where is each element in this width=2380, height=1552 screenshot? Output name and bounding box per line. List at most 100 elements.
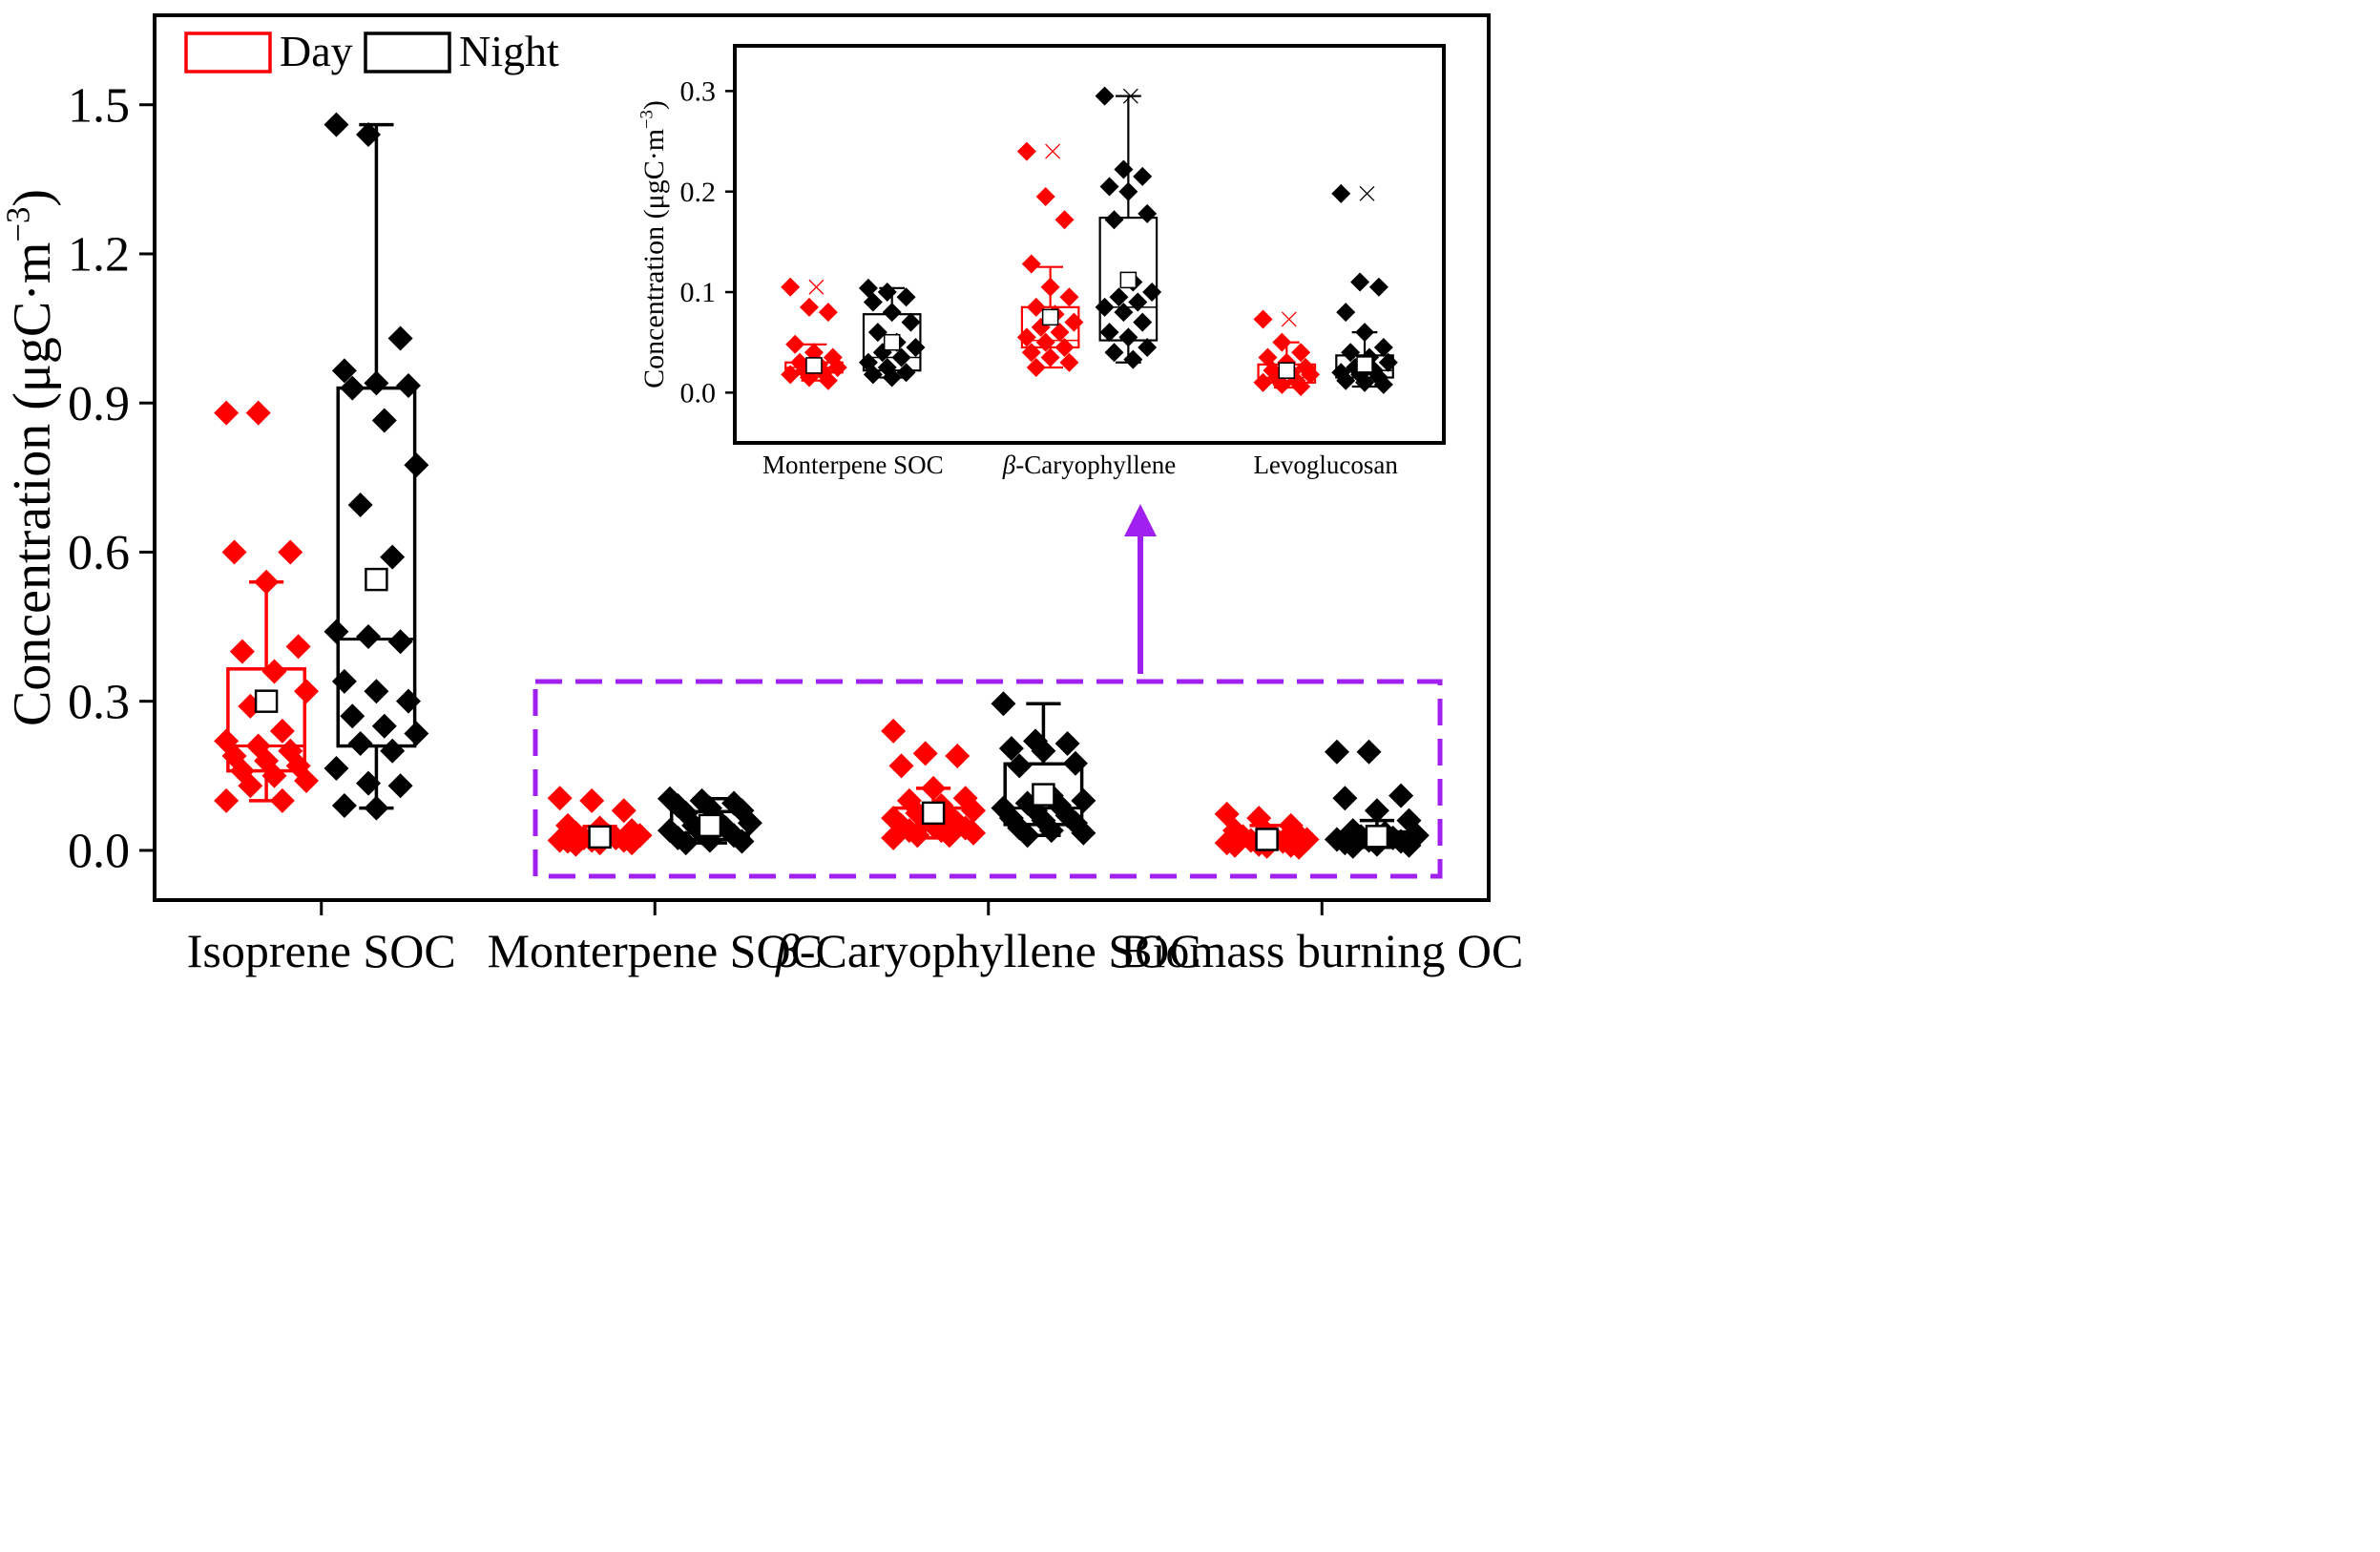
box-mean xyxy=(1365,825,1389,849)
data-point xyxy=(1378,352,1398,372)
data-point xyxy=(1324,739,1349,765)
main-box-night xyxy=(324,112,429,821)
data-point xyxy=(1272,332,1292,352)
data-point xyxy=(380,544,406,570)
inset-box-day xyxy=(781,277,847,390)
data-point xyxy=(364,370,389,396)
main-ytick-label: 1.2 xyxy=(68,228,130,283)
data-point xyxy=(936,823,962,849)
data-point xyxy=(781,365,801,385)
main-category-label: Isoprene SOC xyxy=(187,924,456,977)
inset-frame xyxy=(733,44,1446,445)
data-point xyxy=(1396,832,1422,858)
box-mean xyxy=(1278,362,1296,379)
data-point xyxy=(380,738,406,764)
data-point xyxy=(1114,159,1134,179)
legend-swatch-night xyxy=(364,31,451,73)
main-category-label-text: Isoprene SOC xyxy=(187,924,456,977)
data-point xyxy=(1104,343,1124,363)
max-marker-b xyxy=(1359,185,1375,201)
data-point xyxy=(961,798,987,824)
main-box-night xyxy=(991,691,1096,849)
main-box-night xyxy=(1324,739,1430,859)
highlight-box xyxy=(532,679,1443,879)
max-marker-b xyxy=(1122,88,1138,104)
box-mean xyxy=(921,801,946,826)
data-point xyxy=(1253,309,1273,329)
data-point xyxy=(364,679,389,704)
data-point xyxy=(1222,832,1248,858)
highlight-region xyxy=(532,504,1443,879)
main-ytick-label: 0.3 xyxy=(68,675,130,729)
data-point xyxy=(1026,358,1046,378)
inset-category-label-text: -Caryophyllene xyxy=(1015,451,1176,479)
main-box-day xyxy=(1214,801,1320,860)
data-point xyxy=(269,718,295,744)
data-point xyxy=(1109,287,1129,307)
inset-box-night xyxy=(1095,86,1162,369)
inset-category-label-italic: β xyxy=(1002,451,1016,479)
data-point xyxy=(261,659,287,684)
data-point xyxy=(1099,177,1119,197)
box-mean xyxy=(805,357,823,374)
main-ylabel-sup: −3 xyxy=(0,207,37,242)
data-point xyxy=(945,743,971,768)
legend-swatch-day xyxy=(184,31,272,73)
data-point xyxy=(1133,166,1153,186)
data-point xyxy=(395,372,421,398)
data-point xyxy=(269,787,295,813)
inset-ytick-label: 0.2 xyxy=(680,177,717,208)
data-point xyxy=(737,810,762,836)
inset-ytick-label: 0.1 xyxy=(680,277,717,308)
data-point xyxy=(891,347,911,367)
main-box-day xyxy=(547,786,653,857)
data-point xyxy=(331,793,357,819)
data-point xyxy=(387,773,413,799)
max-marker-b xyxy=(1045,143,1061,159)
data-point xyxy=(881,718,907,744)
data-point xyxy=(324,755,349,781)
data-point xyxy=(1364,798,1389,824)
inset-ytick-label: 0.0 xyxy=(680,378,717,409)
data-point xyxy=(1336,303,1356,323)
data-point xyxy=(1368,277,1388,297)
main-ylabel-end: ) xyxy=(3,189,62,207)
inset-plot: 0.0 0.1 0.2 0.3 Concentration (μgC·m−3) Monte… xyxy=(630,36,1465,494)
data-point xyxy=(1332,786,1358,811)
data-point xyxy=(906,337,926,357)
inset-box-day xyxy=(1253,309,1321,397)
data-point xyxy=(818,303,838,323)
data-point xyxy=(1059,352,1079,372)
data-point xyxy=(1016,141,1036,161)
main-ytick-label: 0.9 xyxy=(68,377,130,431)
box-mean xyxy=(1041,308,1059,326)
data-point xyxy=(1016,327,1036,347)
data-point xyxy=(1071,820,1096,846)
data-point xyxy=(882,303,902,323)
inset-box-day xyxy=(1016,141,1084,378)
data-point xyxy=(221,539,247,565)
data-point xyxy=(1373,337,1393,357)
data-point xyxy=(1138,203,1158,223)
main-category-label-text: Biomass burning OC xyxy=(1120,924,1523,977)
main-box-night xyxy=(657,786,762,856)
box-iqr xyxy=(1020,305,1080,349)
box-mean xyxy=(1356,356,1373,373)
data-point xyxy=(214,400,240,426)
main-category-label-text: -Caryophyllene SOC xyxy=(800,924,1201,977)
data-point xyxy=(1350,272,1370,292)
data-point xyxy=(294,768,320,794)
legend: Day Night xyxy=(184,27,559,75)
data-point xyxy=(1014,823,1040,849)
inset-ylabel-text: Concentration (μgC·m xyxy=(638,129,670,388)
main-category-label-text: Monterpene SOC xyxy=(488,924,823,977)
data-point xyxy=(331,358,357,384)
inset-ylabel-sup: −3 xyxy=(637,110,658,129)
inset-box-night xyxy=(1331,183,1398,394)
data-point xyxy=(1142,283,1162,303)
data-point xyxy=(881,825,907,850)
data-point xyxy=(1331,183,1351,203)
data-point xyxy=(1021,343,1041,363)
